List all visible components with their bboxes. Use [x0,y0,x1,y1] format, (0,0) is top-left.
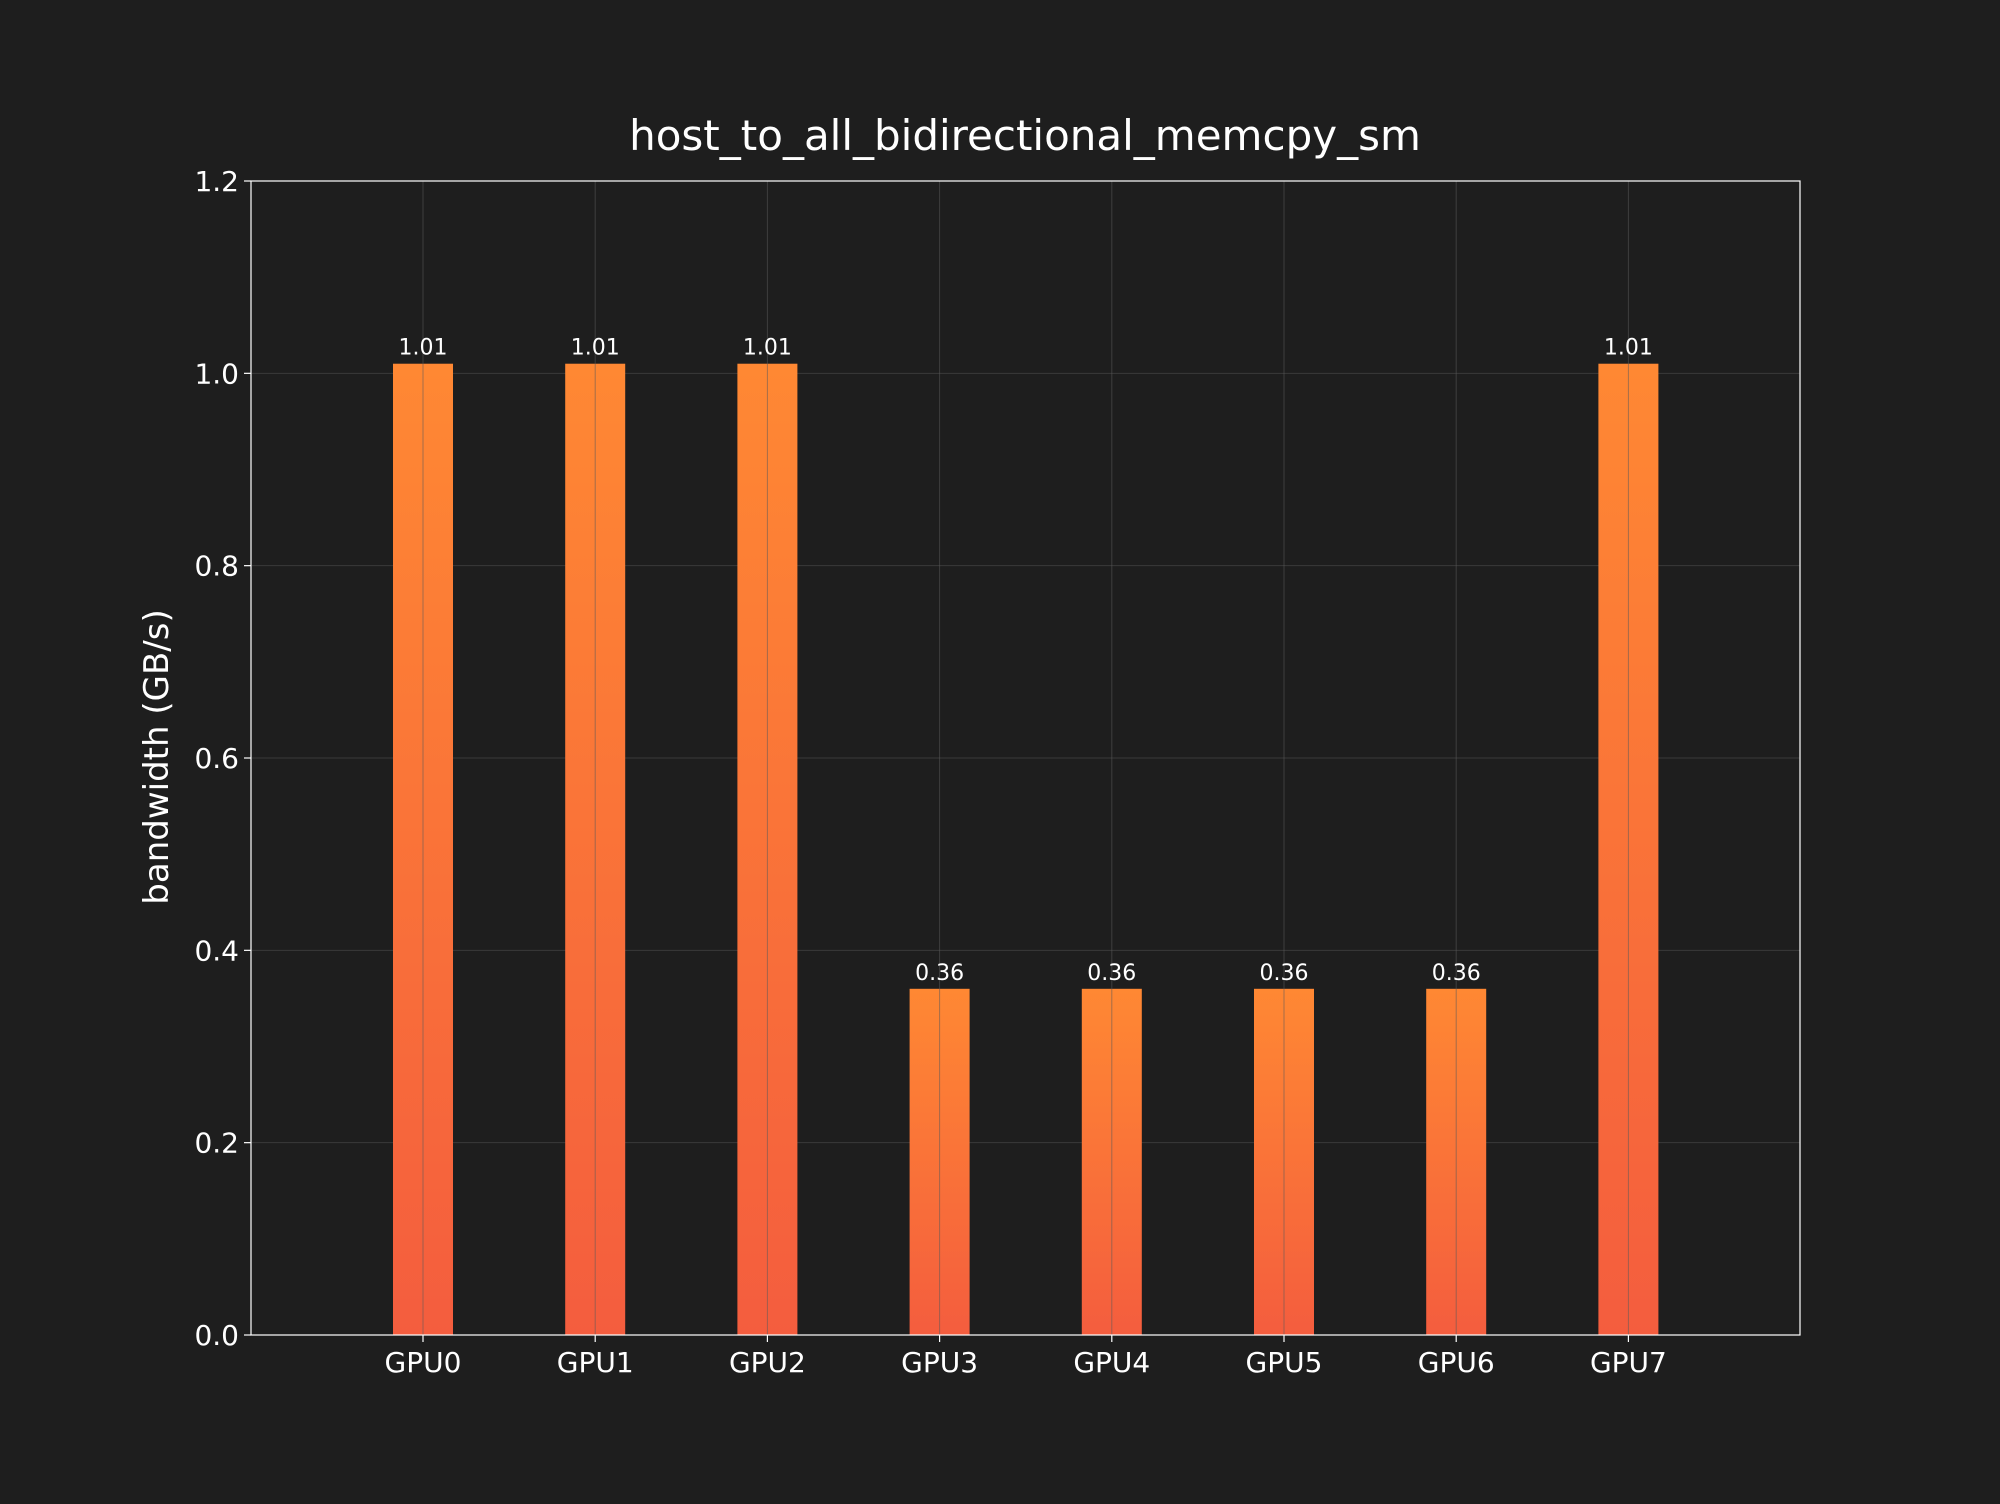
x-tick-label: GPU4 [1073,1346,1150,1379]
y-tick-label: 1.0 [194,357,239,390]
x-tick-label: GPU5 [1246,1346,1323,1379]
x-tick-label: GPU0 [385,1346,462,1379]
data-labels: 1.01 1.01 1.01 0.36 0.36 0.36 0.36 1.01 [399,336,1653,986]
y-tick-label: 0.8 [194,550,239,583]
x-tick-label: GPU7 [1590,1346,1667,1379]
bar-value-label: 0.36 [915,961,964,986]
grid-lines [251,180,1800,1336]
bar-value-label: 1.01 [399,336,448,361]
bar-value-label: 0.36 [1260,961,1309,986]
y-tick-label: 0.4 [194,934,239,967]
bar-value-label: 1.01 [571,336,620,361]
vertical-grid-lines [422,181,1629,1335]
y-tick-label: 0.2 [194,1127,239,1160]
y-tick-label: 0.6 [194,742,239,775]
bar-value-label: 1.01 [1604,336,1653,361]
x-axis-ticks: GPU0 GPU1 GPU2 GPU3 GPU4 GPU5 GPU6 GPU7 [385,1335,1667,1379]
x-tick-label: GPU3 [901,1346,978,1379]
x-tick-label: GPU1 [557,1346,634,1379]
chart-title: host_to_all_bidirectional_memcpy_sm [629,111,1421,160]
y-tick-label: 0.0 [194,1319,239,1352]
y-axis-label: bandwidth (GB/s) [137,609,177,904]
bar-value-label: 1.01 [743,336,792,361]
bar-value-label: 0.36 [1432,961,1481,986]
x-tick-label: GPU6 [1418,1346,1495,1379]
y-axis-ticks: 0.0 0.2 0.4 0.6 0.8 1.0 1.2 [194,165,251,1352]
bar-value-label: 0.36 [1087,961,1136,986]
x-tick-label: GPU2 [729,1346,806,1379]
bars [393,363,1659,1335]
y-tick-label: 1.2 [194,165,239,198]
